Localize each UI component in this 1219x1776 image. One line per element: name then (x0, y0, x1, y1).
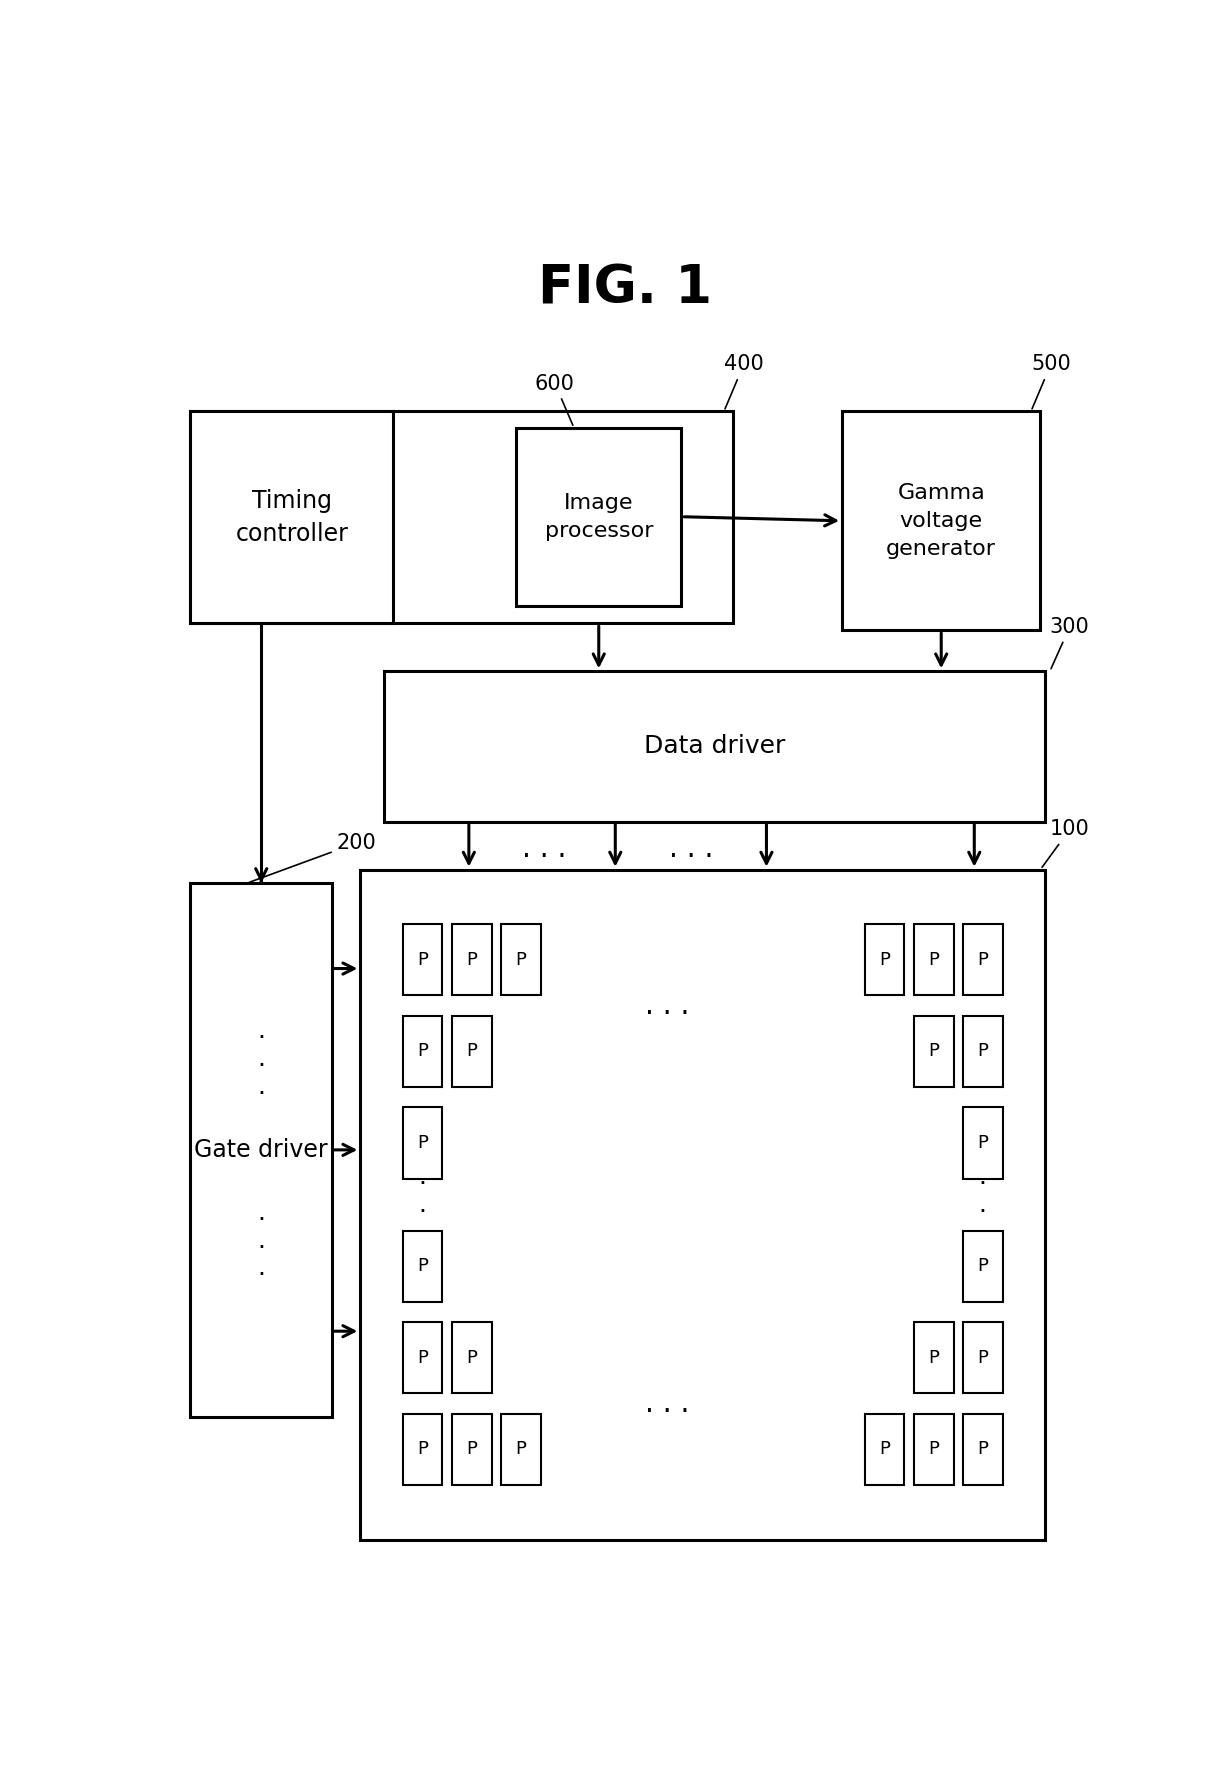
Text: . . .: . . . (522, 835, 567, 863)
Bar (914, 924, 953, 995)
Bar (402, 1016, 442, 1087)
Bar (501, 924, 541, 995)
Bar (914, 1016, 953, 1087)
Bar (963, 1414, 1002, 1485)
Text: . . .: . . . (669, 835, 713, 863)
Text: .
.
.: . . . (257, 1019, 265, 1099)
Bar (190, 412, 734, 623)
Bar (452, 924, 491, 995)
Text: 200: 200 (250, 833, 377, 883)
Bar (864, 924, 904, 995)
Text: . . .: . . . (645, 1389, 690, 1417)
Bar (501, 1414, 541, 1485)
Text: P: P (978, 1440, 989, 1458)
Text: Gate driver: Gate driver (194, 1138, 328, 1162)
Bar (361, 870, 1045, 1540)
Text: P: P (417, 1348, 428, 1368)
Bar (402, 1231, 442, 1302)
Bar (914, 1321, 953, 1394)
Text: P: P (417, 1440, 428, 1458)
Bar (864, 1414, 904, 1485)
Bar (384, 671, 1045, 822)
Text: 400: 400 (724, 355, 763, 408)
Text: P: P (466, 1043, 477, 1060)
Bar (190, 883, 332, 1417)
Text: 100: 100 (1042, 819, 1090, 867)
Bar (842, 412, 1041, 630)
Text: 300: 300 (1050, 616, 1090, 670)
Text: Data driver: Data driver (644, 735, 785, 758)
Text: P: P (417, 1135, 428, 1153)
Text: P: P (928, 950, 939, 968)
Text: P: P (879, 950, 890, 968)
Text: P: P (978, 1135, 989, 1153)
Bar (402, 1321, 442, 1394)
Bar (963, 1321, 1002, 1394)
Text: P: P (417, 950, 428, 968)
Bar (963, 1231, 1002, 1302)
Text: .
.
.: . . . (979, 1165, 987, 1245)
Text: .
.
.: . . . (257, 1201, 265, 1280)
Text: P: P (928, 1043, 939, 1060)
Text: P: P (978, 950, 989, 968)
Text: P: P (978, 1348, 989, 1368)
Text: Timing
controller: Timing controller (235, 488, 349, 547)
Text: P: P (978, 1043, 989, 1060)
Bar (516, 428, 681, 606)
Bar (963, 1108, 1002, 1179)
Text: . . .: . . . (645, 991, 690, 1019)
Text: P: P (417, 1043, 428, 1060)
Text: 600: 600 (535, 373, 575, 424)
Bar (402, 1108, 442, 1179)
Bar (963, 1016, 1002, 1087)
Text: .
.
.: . . . (418, 1165, 427, 1245)
Bar (190, 412, 394, 623)
Bar (452, 1414, 491, 1485)
Text: Gamma
voltage
generator: Gamma voltage generator (886, 483, 996, 559)
Text: Image
processor: Image processor (545, 492, 653, 540)
Bar (914, 1414, 953, 1485)
Text: P: P (516, 950, 527, 968)
Bar (963, 924, 1002, 995)
Text: P: P (417, 1257, 428, 1275)
Text: P: P (879, 1440, 890, 1458)
Text: P: P (516, 1440, 527, 1458)
Text: P: P (928, 1440, 939, 1458)
Text: FIG. 1: FIG. 1 (538, 263, 712, 314)
Bar (402, 924, 442, 995)
Bar (402, 1414, 442, 1485)
Text: P: P (466, 950, 477, 968)
Bar (452, 1016, 491, 1087)
Bar (452, 1321, 491, 1394)
Text: 500: 500 (1031, 355, 1070, 408)
Text: P: P (466, 1348, 477, 1368)
Text: P: P (466, 1440, 477, 1458)
Text: P: P (928, 1348, 939, 1368)
Text: P: P (978, 1257, 989, 1275)
